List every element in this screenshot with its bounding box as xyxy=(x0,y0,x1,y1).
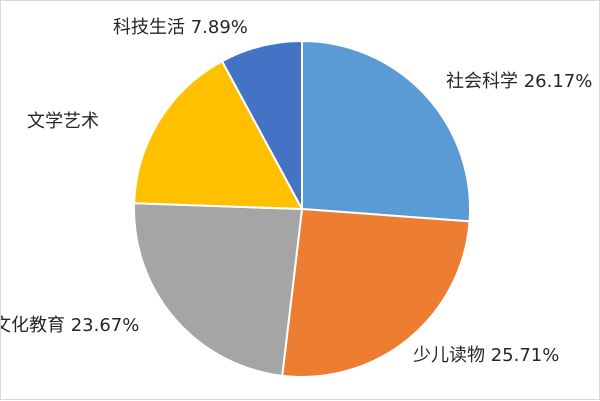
slice-label-children-books: 少儿读物 25.71% xyxy=(413,345,559,366)
slice-children-books xyxy=(281,207,471,378)
pie-slices xyxy=(133,39,471,378)
slice-science-life xyxy=(220,39,303,210)
slice-label-social-science: 社会科学 26.17% xyxy=(446,71,592,92)
slice-label-culture-education: 文化教育 23.67% xyxy=(1,315,139,336)
slice-label-literature-art: 文学艺术 xyxy=(27,111,99,132)
slice-social-science xyxy=(301,39,471,223)
slice-culture-education xyxy=(133,202,304,377)
slice-literature-art xyxy=(133,59,304,211)
slice-label-science-life: 科技生活 7.89% xyxy=(113,17,248,38)
pie-labels: 社会科学 26.17% 少儿读物 25.71% 文化教育 23.67% 文学艺术… xyxy=(1,17,592,366)
